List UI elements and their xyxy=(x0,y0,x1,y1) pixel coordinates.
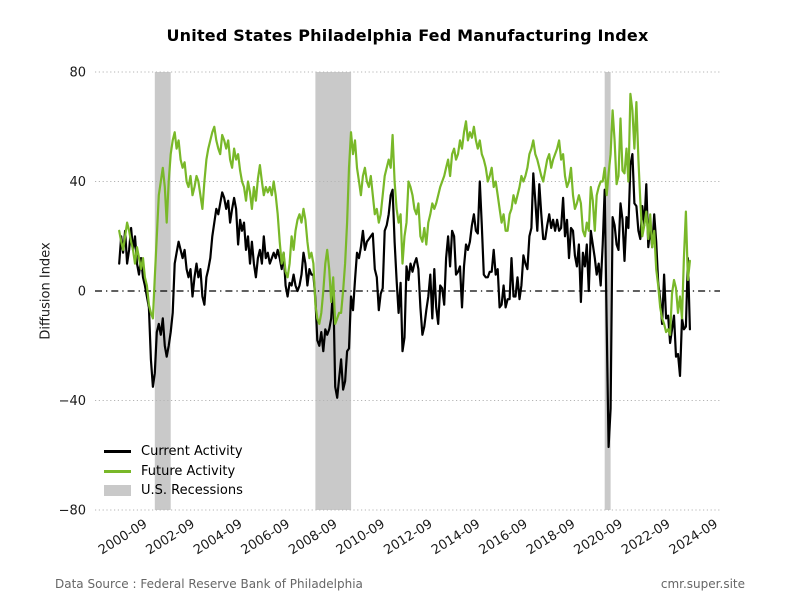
x-tick-label: 2024-09 xyxy=(667,517,721,559)
y-tick-label: 0 xyxy=(78,285,86,300)
x-tick-label: 2008-09 xyxy=(286,517,340,559)
x-tick-label: 2014-09 xyxy=(429,517,483,559)
x-tick-label: 2004-09 xyxy=(191,517,245,559)
future-activity-line xyxy=(118,92,692,336)
legend-item-us-recessions: U.S. Recessions xyxy=(104,481,243,501)
legend-label: Future Activity xyxy=(141,463,236,479)
legend-item-current-activity: Current Activity xyxy=(104,442,243,462)
y-tick-label: −40 xyxy=(59,394,86,409)
recession-band xyxy=(604,72,611,510)
legend-label: Current Activity xyxy=(141,444,243,460)
y-tick-label: 40 xyxy=(69,175,86,190)
x-tick-label: 2012-09 xyxy=(381,517,435,559)
current-activity-line-swatch xyxy=(104,450,131,454)
site-credit-text: cmr.super.site xyxy=(660,577,745,591)
footer: Data Source : Federal Reserve Bank of Ph… xyxy=(0,577,800,591)
data-source-text: Data Source : Federal Reserve Bank of Ph… xyxy=(55,577,363,591)
x-tick-label: 2020-09 xyxy=(572,517,626,559)
x-tick-label: 2018-09 xyxy=(524,517,578,559)
x-tick-label: 2002-09 xyxy=(144,517,198,559)
legend-label: U.S. Recessions xyxy=(141,483,243,499)
recession-patch-swatch xyxy=(104,485,131,497)
current-activity-line xyxy=(118,153,692,449)
y-tick-label: 80 xyxy=(69,66,86,81)
x-tick-label: 2006-09 xyxy=(239,517,293,559)
x-tick-label: 2000-09 xyxy=(96,517,150,559)
x-tick-label: 2010-09 xyxy=(334,517,388,559)
page-title: United States Philadelphia Fed Manufactu… xyxy=(166,26,649,45)
y-tick-label: −80 xyxy=(59,504,86,519)
future-activity-line-swatch xyxy=(104,469,131,473)
x-tick-label: 2016-09 xyxy=(476,517,530,559)
legend-item-future-activity: Future Activity xyxy=(104,462,243,482)
x-tick-label: 2022-09 xyxy=(619,517,673,559)
legend: Current Activity Future Activity U.S. Re… xyxy=(104,442,243,501)
